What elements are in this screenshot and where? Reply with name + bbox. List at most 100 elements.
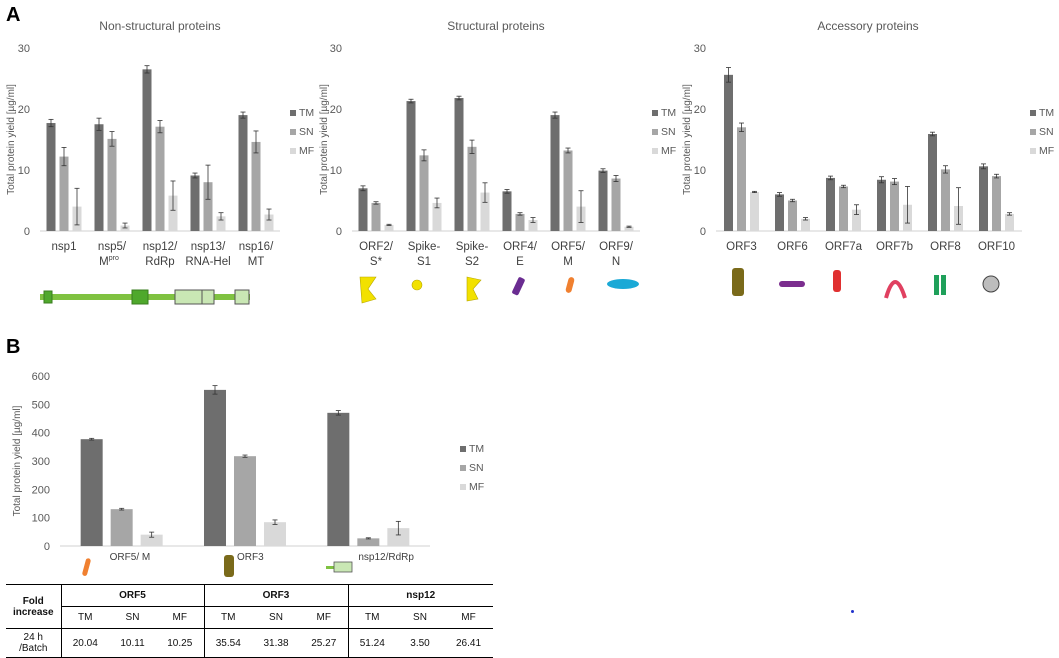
sub-sn: SN bbox=[109, 606, 156, 629]
bar-tm bbox=[979, 166, 988, 231]
bar-sn bbox=[941, 169, 950, 231]
orf7a-icon bbox=[833, 270, 841, 292]
legend-label-mf: MF bbox=[299, 145, 314, 157]
bar-sn bbox=[788, 200, 797, 231]
bar-tm bbox=[238, 115, 248, 231]
category-label: ORF6 bbox=[777, 241, 808, 253]
bar-sn bbox=[737, 127, 746, 231]
sub-mf: MF bbox=[444, 606, 493, 629]
orf10-icon bbox=[982, 275, 1000, 293]
category-label: ORF5/M bbox=[551, 241, 586, 268]
group-orf3: ORF3 bbox=[203, 584, 348, 607]
y-tick-label: 0 bbox=[700, 226, 706, 238]
value-cell: 10.25 bbox=[156, 628, 204, 658]
panel-b-orf3-icon bbox=[224, 555, 234, 577]
chart-1: Non-structural proteins Total protein yie… bbox=[6, 19, 314, 268]
stray-dot bbox=[851, 610, 854, 613]
panel-b-orf5-icon bbox=[82, 558, 91, 576]
legend-label-sn: SN bbox=[1039, 126, 1054, 138]
chart-title: Accessory proteins bbox=[817, 19, 918, 33]
y-tick-label: 200 bbox=[32, 484, 50, 496]
category-label: nsp12/RdRp bbox=[358, 552, 414, 563]
bar-tm bbox=[502, 191, 512, 231]
bar-sn bbox=[611, 178, 621, 231]
bar-tm bbox=[598, 170, 608, 231]
chart-title: Non-structural proteins bbox=[99, 19, 220, 33]
bar-tm bbox=[550, 115, 560, 231]
bar-mf bbox=[624, 226, 634, 231]
legend-label-mf: MF bbox=[469, 481, 484, 493]
y-tick-label: 600 bbox=[32, 371, 50, 383]
y-tick-label: 30 bbox=[330, 43, 342, 55]
legend-swatch-mf bbox=[1030, 148, 1036, 154]
value-cell: 31.38 bbox=[252, 628, 300, 658]
y-axis-label: Total protein yield [µg/ml] bbox=[12, 405, 23, 516]
bar-tm bbox=[142, 69, 152, 231]
category-label: ORF10 bbox=[978, 241, 1015, 253]
y-tick-label: 500 bbox=[32, 399, 50, 411]
value-cell: 20.04 bbox=[60, 628, 109, 658]
y-tick-label: 100 bbox=[32, 513, 50, 525]
bar-tm bbox=[94, 124, 104, 231]
sub-tm: TM bbox=[60, 606, 109, 629]
fold-header-cell: Fold increase bbox=[6, 584, 61, 629]
group-nsp12: nsp12 bbox=[347, 584, 493, 607]
category-label: Spike-S2 bbox=[456, 241, 489, 268]
value-cell: 26.41 bbox=[444, 628, 493, 658]
row-label-line2: /Batch bbox=[19, 643, 48, 654]
category-label: Spike-S1 bbox=[408, 241, 441, 268]
bar-sn bbox=[251, 141, 261, 231]
panel-label-b: B bbox=[6, 336, 20, 358]
bar-sn bbox=[563, 150, 573, 231]
legend-label-sn: SN bbox=[299, 126, 314, 138]
y-axis-label: Total protein yield [µg/ml] bbox=[6, 84, 17, 195]
category-label: ORF7a bbox=[825, 241, 863, 253]
bar-tm bbox=[928, 134, 937, 231]
legend-swatch-mf bbox=[652, 148, 658, 154]
y-tick-label: 0 bbox=[44, 541, 50, 553]
nsp12-box bbox=[174, 289, 203, 305]
bar-mf bbox=[264, 214, 274, 231]
nsp16-box bbox=[234, 289, 250, 305]
y-tick-label: 400 bbox=[32, 428, 50, 440]
genome-schematic bbox=[40, 289, 250, 305]
nucleocapsid-icon bbox=[607, 279, 639, 289]
bar-sn bbox=[419, 155, 429, 231]
bar-tm bbox=[826, 177, 835, 231]
bar-tm bbox=[204, 389, 226, 546]
nsp13-box bbox=[201, 289, 215, 305]
bar-mf bbox=[480, 192, 490, 231]
group-orf5: ORF5 bbox=[60, 584, 204, 607]
orf3-icon bbox=[732, 268, 744, 296]
category-label: nsp13/RNA-Hel bbox=[185, 241, 230, 268]
category-label: nsp12/RdRp bbox=[143, 241, 178, 268]
value-cell: 10.11 bbox=[109, 628, 156, 658]
legend-label-tm: TM bbox=[1039, 107, 1054, 119]
legend-label-sn: SN bbox=[661, 126, 676, 138]
orf2-spike-icon bbox=[359, 276, 377, 304]
y-tick-label: 300 bbox=[32, 456, 50, 468]
fold-header-line2: increase bbox=[12, 606, 54, 618]
bar-tm bbox=[80, 439, 103, 546]
sub-tm: TM bbox=[347, 606, 396, 629]
bar-sn bbox=[234, 456, 256, 546]
bar-sn bbox=[107, 138, 117, 231]
spike-s1-icon bbox=[411, 279, 423, 291]
membrane-icon bbox=[565, 277, 575, 293]
category-label: ORF7b bbox=[876, 241, 913, 253]
y-axis-label: Total protein yield [µg/ml] bbox=[682, 84, 693, 195]
fold-header-line1: Fold bbox=[22, 595, 44, 607]
legend-swatch-tm bbox=[290, 110, 296, 116]
legend-label-mf: MF bbox=[661, 145, 676, 157]
y-tick-label: 20 bbox=[694, 104, 706, 116]
category-label: nsp1 bbox=[52, 241, 77, 253]
sub-mf: MF bbox=[156, 606, 204, 629]
legend-swatch-sn bbox=[290, 129, 296, 135]
category-label: nsp16/MT bbox=[239, 241, 274, 268]
bar-mf bbox=[387, 528, 410, 546]
bar-mf bbox=[528, 220, 538, 231]
bar-tm bbox=[454, 98, 464, 232]
bar-tm bbox=[190, 175, 200, 231]
bar-sn bbox=[890, 181, 899, 231]
